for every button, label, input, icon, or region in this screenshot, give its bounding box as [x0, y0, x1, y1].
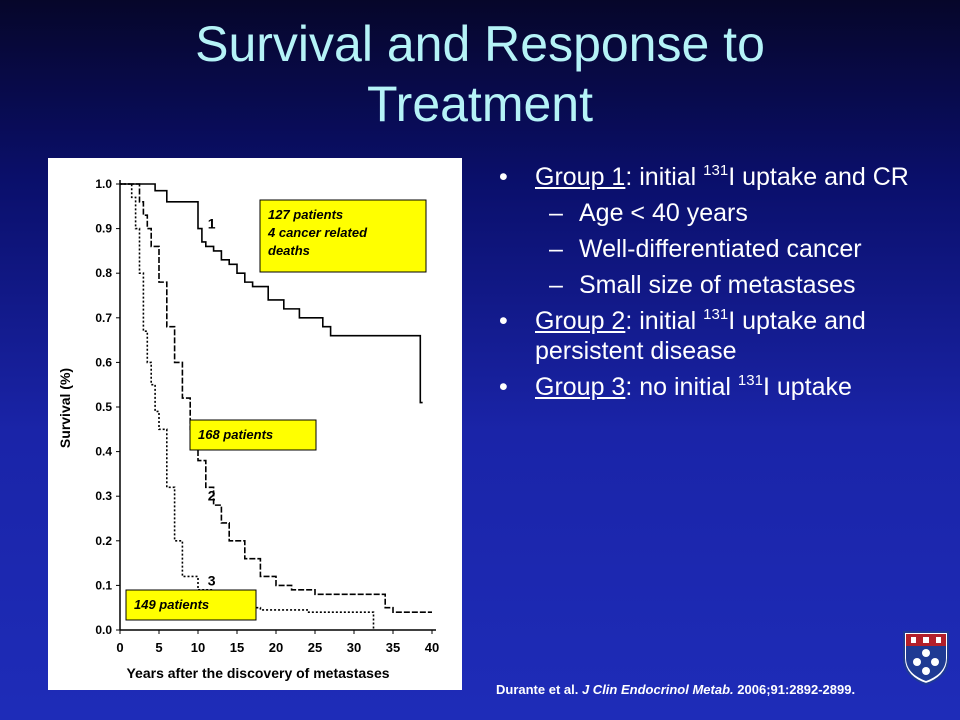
bullet-dot: •: [499, 163, 508, 191]
group-1-text-pre: : initial: [625, 163, 704, 191]
citation: Durante et al. J Clin Endocrinol Metab. …: [496, 682, 855, 697]
sub-bullet-metastases-size-text: Small size of metastases: [579, 271, 856, 299]
x-tick-label: 20: [269, 640, 283, 655]
sub-bullet-age: – Age < 40 years: [497, 198, 947, 228]
group-2-text-pre: : initial: [625, 307, 704, 335]
group-1-label: Group 1: [535, 163, 626, 191]
group-2-isotope-superscript: 131: [703, 306, 729, 323]
survival-curve-group-3: [120, 183, 375, 630]
x-tick-label: 5: [155, 640, 162, 655]
x-tick-label: 40: [425, 640, 439, 655]
survival-curve-chart: 0.0 0.1 0.2 0.3 0.4 0.5 0.6 0.7 0.8 0.9 1.0 0 5 10 15 2…: [57, 177, 439, 681]
y-tick-label: 0.7: [95, 311, 112, 325]
curve-label-group-2: 2: [208, 488, 216, 504]
annotation-text-group-3: 149 patients: [134, 597, 209, 612]
survival-curve-group-2: [120, 183, 432, 613]
curve-label-group-1: 1: [208, 216, 216, 232]
group-3-label: Group 3: [535, 373, 626, 401]
annotation-text-group-1: 4 cancer related: [267, 225, 368, 240]
annotation-box-group-1: [259, 199, 427, 273]
annotation-box-group-3: [125, 589, 257, 621]
survival-chart-panel: 0.0 0.1 0.2 0.3 0.4 0.5 0.6 0.7 0.8 0.9 1.0 0 5 10 15 2…: [48, 158, 462, 690]
y-tick-label: 0.0: [95, 623, 112, 637]
y-tick-label: 0.1: [95, 578, 112, 592]
citation-journal: J Clin Endocrinol Metab.: [581, 682, 734, 697]
x-tick-label: 35: [386, 640, 400, 655]
x-tick-label: 10: [191, 640, 205, 655]
x-tick-label: 0: [116, 640, 123, 655]
slide-title: Survival and Response to Treatment: [40, 14, 920, 134]
bullet-list: • Group 1: initial 131I uptake and CR – …: [497, 162, 947, 408]
y-axis-label: Survival (%): [57, 368, 73, 448]
y-tick-label: 0.5: [95, 400, 112, 414]
group-3-text-post: I uptake: [762, 373, 852, 401]
group-3-isotope-superscript: 131: [737, 372, 763, 389]
group-1-isotope-superscript: 131: [703, 162, 729, 179]
y-tick-label: 0.8: [95, 266, 112, 280]
title-line-1: Survival and Response to: [195, 16, 765, 72]
title-line-2: Treatment: [366, 76, 593, 132]
group-2-text-post: I uptake and persistent disease: [535, 307, 866, 365]
sub-bullet-age-text: Age < 40 years: [579, 199, 748, 227]
x-tick-label: 25: [308, 640, 322, 655]
bullet-group-2: • Group 2: initial 131I uptake and persi…: [497, 306, 947, 366]
sub-bullet-differentiation-text: Well-differentiated cancer: [579, 235, 862, 263]
y-tick-label: 0.4: [95, 445, 112, 459]
group-1-text-post: I uptake and CR: [728, 163, 909, 191]
annotation-box-group-2: [189, 419, 317, 451]
university-shield-icon: [903, 631, 949, 686]
bullet-dot: •: [499, 307, 508, 335]
annotation-text-group-1: deaths: [268, 243, 310, 258]
annotation-text-group-2: 168 patients: [198, 427, 273, 442]
sub-bullet-dash: –: [549, 235, 563, 263]
citation-details: 2006;91:2892-2899.: [733, 682, 856, 697]
y-tick-label: 1.0: [95, 177, 112, 191]
sub-bullet-metastases-size: – Small size of metastases: [497, 270, 947, 300]
citation-authors: Durante et al.: [496, 682, 582, 697]
bullet-dot: •: [499, 373, 508, 401]
curve-label-group-3: 3: [208, 572, 216, 588]
y-tick-label: 0.2: [95, 534, 112, 548]
y-tick-label: 0.9: [95, 222, 112, 236]
x-tick-label: 15: [230, 640, 244, 655]
sub-bullet-differentiation: – Well-differentiated cancer: [497, 234, 947, 264]
group-3-text-pre: : no initial: [625, 373, 738, 401]
y-tick-label: 0.3: [95, 489, 112, 503]
x-tick-label: 30: [347, 640, 361, 655]
survival-curve-group-1: [120, 183, 423, 404]
x-axis-label: Years after the discovery of metastases: [126, 665, 389, 681]
annotation-text-group-1: 127 patients: [268, 207, 343, 222]
group-2-label: Group 2: [535, 307, 626, 335]
bullet-group-1: • Group 1: initial 131I uptake and CR: [497, 162, 947, 192]
sub-bullet-dash: –: [549, 199, 563, 227]
sub-bullet-dash: –: [549, 271, 563, 299]
y-tick-label: 0.6: [95, 355, 112, 369]
bullet-group-3: • Group 3: no initial 131I uptake: [497, 372, 947, 402]
